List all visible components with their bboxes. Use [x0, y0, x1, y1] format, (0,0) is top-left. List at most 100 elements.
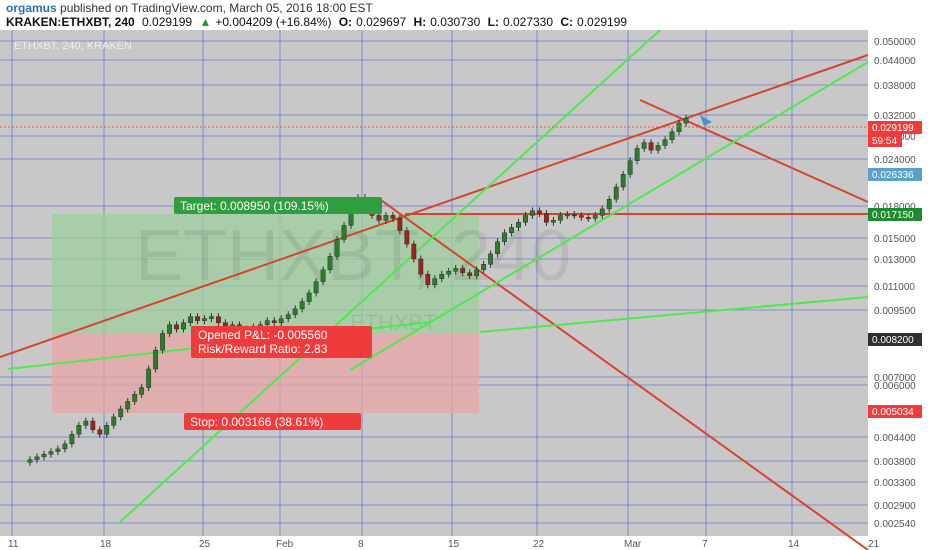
y-tick-label: 0.024000	[874, 155, 916, 166]
x-tick-label: 22	[533, 539, 545, 550]
candle	[48, 451, 54, 455]
price-label-last: 0.029199	[868, 121, 922, 134]
price-label-countdown: 59:54	[868, 134, 902, 147]
svg-text:0.029199: 0.029199	[872, 123, 914, 134]
candle	[418, 258, 424, 275]
pane-label: ETHXBT, 240, KRAKEN	[14, 40, 132, 52]
candle	[627, 160, 633, 175]
price-label-marker: 0.026336	[868, 168, 922, 181]
candle	[188, 316, 193, 323]
x-tick-label: Feb	[276, 539, 294, 550]
pnl-label-box: Opened P&L: -0.005560 Risk/Reward Ratio:…	[191, 326, 372, 358]
low-value: 0.027330	[502, 15, 553, 29]
time-axis[interactable]	[0, 536, 868, 550]
high-value: 0.030730	[430, 15, 481, 29]
candle	[313, 281, 319, 294]
candle	[327, 256, 333, 271]
x-tick-label: 25	[199, 539, 211, 550]
stop-label: Stop: 0.003166 (38.61%)	[190, 415, 323, 429]
author-name[interactable]: orgamus	[6, 1, 57, 15]
candle	[125, 401, 131, 410]
candle	[495, 241, 500, 255]
candle	[551, 220, 556, 223]
channel-line-upper[interactable]	[119, 30, 661, 523]
candle	[97, 429, 103, 435]
x-tick-label: 14	[788, 539, 800, 550]
target-label-box: Target: 0.008950 (109.15%)	[174, 197, 382, 214]
channel-line-lower[interactable]	[349, 61, 869, 371]
candle	[153, 349, 159, 370]
close-value: 0.029199	[577, 15, 628, 29]
candle	[216, 316, 221, 323]
x-tick-label: 8	[358, 539, 364, 550]
price-axis[interactable]	[868, 30, 932, 550]
candle	[174, 324, 179, 330]
x-tick-label: 21	[868, 539, 880, 550]
candle	[620, 174, 626, 188]
support-line[interactable]	[479, 296, 869, 333]
candle	[160, 333, 165, 351]
candle	[606, 198, 612, 210]
target-label: Target: 0.008950 (109.15%)	[180, 199, 329, 213]
candle	[146, 368, 152, 388]
candle	[34, 456, 40, 460]
candle	[320, 269, 326, 282]
y-tick-label: 0.050000	[874, 37, 916, 48]
axis-ticks: 0.0500000.0440000.0380000.0320000.028000…	[8, 37, 916, 550]
y-tick-label: 0.003800	[874, 457, 916, 468]
x-tick-label: 7	[702, 539, 708, 550]
y-tick-label: 0.009500	[874, 306, 916, 317]
y-tick-label: 0.038000	[874, 81, 916, 92]
change-arrow-icon: ▲	[199, 15, 212, 29]
open-value: 0.029697	[356, 15, 407, 29]
symbol-name: KRAKEN:ETHXBT, 240	[6, 15, 135, 29]
candle	[571, 214, 577, 217]
price-label-stop: 0.005034	[868, 405, 922, 418]
price-chart[interactable]: ETHXBT, 240 ETHXBT ETHXBT, 240, KRAKEN 0…	[0, 30, 932, 550]
candle	[285, 314, 291, 319]
candle	[404, 230, 410, 245]
y-tick-label: 0.032000	[874, 111, 916, 122]
high-label: H:	[413, 15, 427, 29]
candle	[341, 225, 347, 240]
candle	[578, 215, 584, 218]
candle	[139, 387, 145, 395]
svg-text:0.026336: 0.026336	[872, 170, 914, 181]
candle	[278, 318, 284, 323]
candle	[271, 320, 277, 323]
y-tick-label: 0.015000	[874, 234, 916, 245]
stop-label-box: Stop: 0.003166 (38.61%)	[184, 413, 361, 430]
candle	[69, 434, 75, 445]
candle	[530, 210, 535, 216]
candle	[397, 218, 403, 231]
symbol-info: KRAKEN:ETHXBT, 240 0.029199 ▲ +0.004209 (…	[6, 15, 631, 29]
candle	[585, 217, 591, 220]
publish-text: published on TradingView.com, March 05, …	[60, 1, 373, 15]
candle	[209, 316, 214, 319]
y-tick-label: 0.018000	[874, 202, 916, 213]
candle	[292, 308, 298, 315]
trend-line-red-down-short[interactable]	[639, 99, 869, 203]
candle	[453, 268, 459, 272]
candle	[167, 324, 172, 334]
candle	[634, 148, 640, 161]
candle	[181, 322, 186, 330]
y-tick-label: 0.002900	[874, 501, 916, 512]
candle	[376, 215, 382, 221]
x-tick-label: 18	[100, 539, 112, 550]
candle	[564, 214, 570, 217]
trend-line-red-upper[interactable]	[0, 54, 869, 358]
candle	[111, 416, 117, 426]
candle	[390, 215, 396, 219]
y-tick-label: 0.003300	[874, 478, 916, 489]
candle	[516, 222, 521, 228]
pnl-label: Opened P&L: -0.005560	[198, 328, 328, 342]
candle	[648, 142, 654, 151]
candle	[383, 215, 389, 221]
candle	[509, 227, 514, 233]
candle	[306, 292, 312, 302]
candle	[502, 232, 507, 242]
rr-label: Risk/Reward Ratio: 2.83	[198, 342, 328, 356]
candle	[195, 316, 200, 321]
trend-line-red-down-long[interactable]	[377, 197, 869, 550]
